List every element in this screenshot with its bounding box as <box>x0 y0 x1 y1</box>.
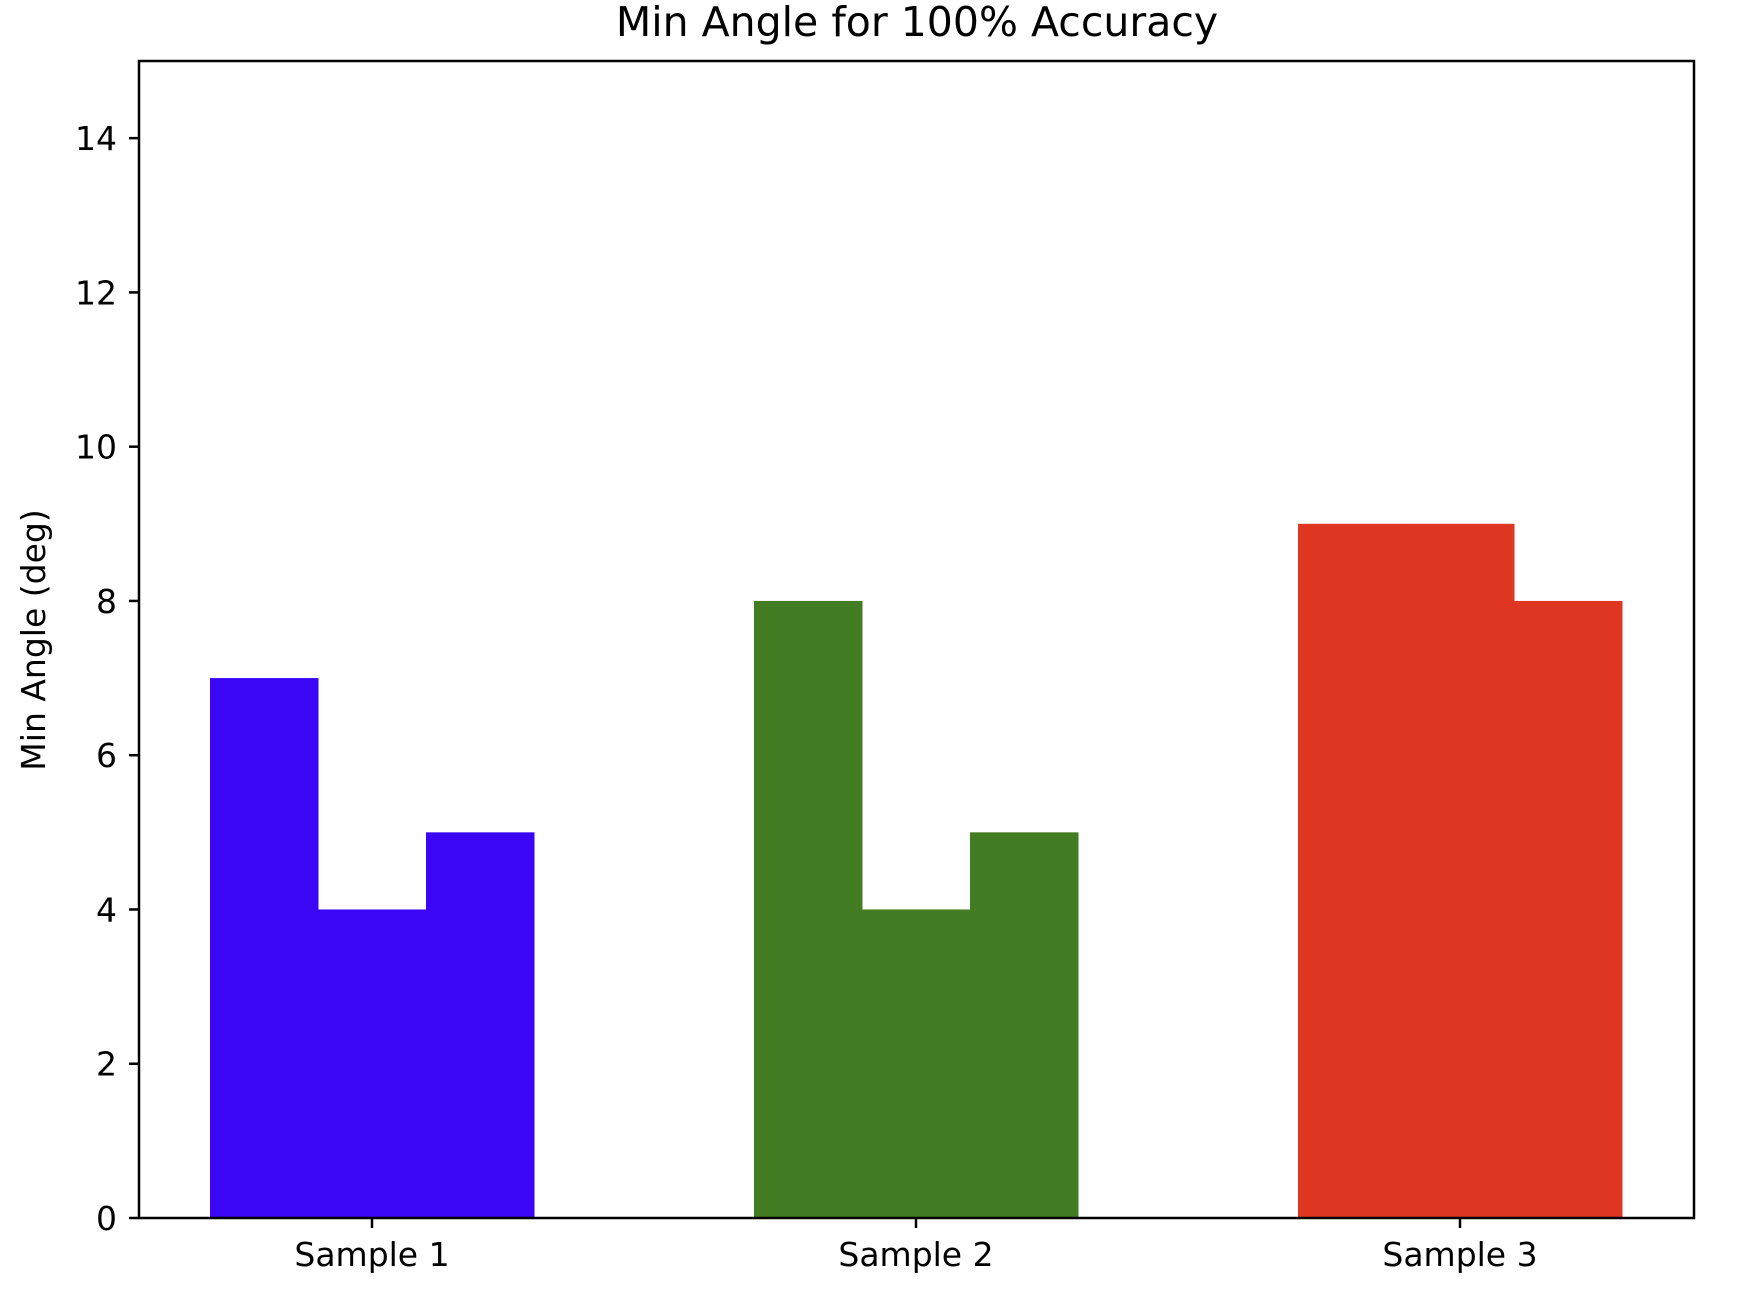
y-tick-label: 2 <box>96 1045 117 1084</box>
y-tick-label: 12 <box>75 273 117 312</box>
y-tick-label: 14 <box>75 119 117 158</box>
y-tick-label: 6 <box>96 736 117 775</box>
x-axis: Sample 1 Sample 2 Sample 3 <box>294 1218 1538 1274</box>
y-tick-label: 4 <box>96 890 117 929</box>
bar-1-2 <box>318 909 427 1218</box>
x-tick-label: Sample 2 <box>838 1235 993 1274</box>
bar-3-3 <box>1514 600 1623 1218</box>
y-tick-label: 0 <box>96 1199 117 1238</box>
bar-2-1 <box>754 600 863 1218</box>
bar-1-3 <box>426 832 535 1218</box>
x-tick-label: Sample 3 <box>1382 1235 1537 1274</box>
chart-title: Min Angle for 100% Accuracy <box>616 0 1218 46</box>
bar-2-3 <box>970 832 1079 1218</box>
bar-1-1 <box>210 678 319 1218</box>
y-axis: 0 2 4 6 8 10 12 14 <box>75 119 139 1238</box>
x-tick-label: Sample 1 <box>294 1235 449 1274</box>
bar-3-2 <box>1406 523 1515 1218</box>
bar-3-1 <box>1298 523 1407 1218</box>
plot-frame <box>137 59 1696 1220</box>
y-tick-label: 8 <box>96 582 117 621</box>
bars-layer <box>210 523 1623 1218</box>
bar-2-2 <box>862 909 971 1218</box>
y-tick-label: 10 <box>75 428 117 467</box>
y-axis-label: Min Angle (deg) <box>14 509 53 770</box>
